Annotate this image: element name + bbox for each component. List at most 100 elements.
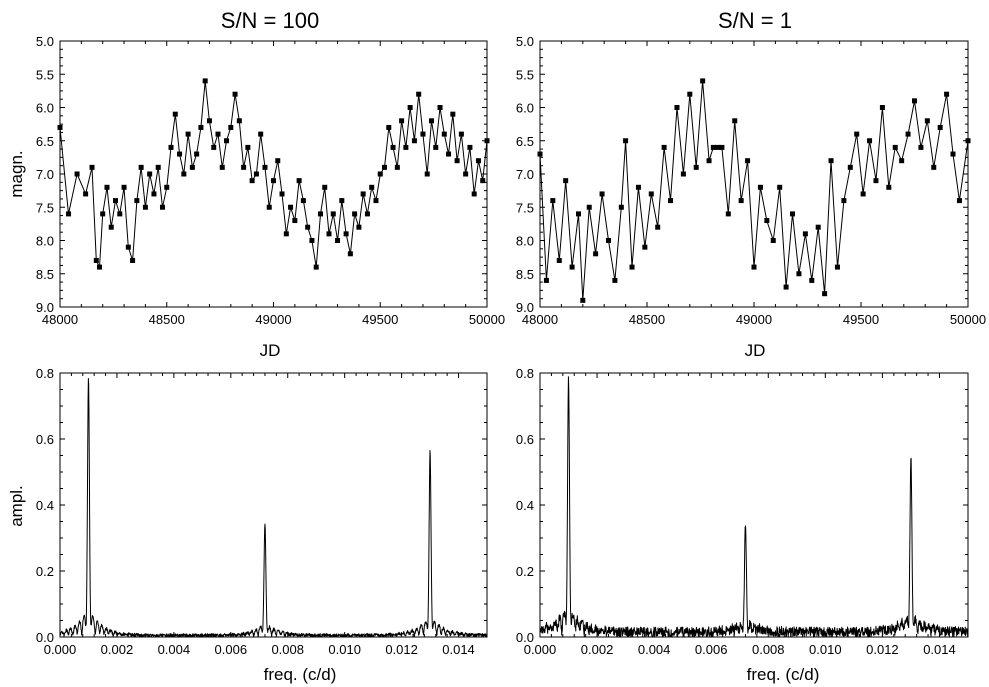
y-tick-label: 7.5 xyxy=(516,200,534,215)
data-point xyxy=(480,178,486,184)
x-tick-label: 49500 xyxy=(362,312,398,327)
data-point xyxy=(648,191,654,197)
x-tick-label: 0.014 xyxy=(442,642,475,657)
x-tick-label: 48000 xyxy=(522,312,558,327)
data-point xyxy=(104,184,110,190)
data-point xyxy=(164,184,170,190)
data-point xyxy=(706,158,712,164)
y-tick-label: 7.5 xyxy=(36,200,54,215)
data-point xyxy=(288,204,294,210)
y-tick-label: 0.2 xyxy=(36,564,54,579)
data-point xyxy=(458,131,464,137)
y-tick-label: 0.4 xyxy=(516,498,534,513)
data-point xyxy=(687,91,693,97)
data-point xyxy=(777,184,783,190)
data-point xyxy=(352,211,358,217)
data-point xyxy=(815,224,821,230)
x-tick-label: 48500 xyxy=(629,312,665,327)
plot-frame xyxy=(59,40,488,308)
data-point xyxy=(537,151,543,157)
y-tick-label: 0.6 xyxy=(516,432,534,447)
data-point xyxy=(399,118,405,124)
data-point xyxy=(834,264,840,270)
data-point xyxy=(751,264,757,270)
lightcurve-panel-sn1: 48000 48500 49000 49500 50000 5.0 5.5 6.0 6.5 7.0… xyxy=(516,34,986,327)
data-point xyxy=(605,238,611,243)
data-point xyxy=(593,251,599,257)
data-point xyxy=(232,91,238,97)
data-point xyxy=(343,231,349,237)
data-point xyxy=(950,151,956,157)
y-tick-label: 0.0 xyxy=(516,630,534,645)
data-point xyxy=(74,171,80,177)
data-point xyxy=(463,171,469,177)
data-point xyxy=(441,131,447,137)
x-tick-label: 49000 xyxy=(255,312,291,327)
y-tick-label: 0.4 xyxy=(36,498,54,513)
data-point xyxy=(386,124,392,130)
data-point xyxy=(420,131,426,137)
y-tick-label: 6.0 xyxy=(36,101,54,116)
y-tick-label: 8.5 xyxy=(36,267,54,282)
y-tick-label: 0.8 xyxy=(516,366,534,381)
data-point xyxy=(661,144,667,150)
data-point xyxy=(215,131,221,137)
data-point xyxy=(335,238,341,243)
data-point xyxy=(279,191,285,197)
data-point xyxy=(151,191,157,197)
x-tick-label: 0.010 xyxy=(809,642,842,657)
data-point xyxy=(612,277,618,283)
data-point xyxy=(142,204,148,210)
data-point xyxy=(390,144,396,150)
data-point xyxy=(326,231,332,237)
data-point xyxy=(245,144,251,150)
data-point xyxy=(262,164,268,170)
data-point xyxy=(433,144,439,150)
x-tick-label: 0.004 xyxy=(158,642,191,657)
data-point xyxy=(300,198,306,204)
data-point xyxy=(576,211,582,217)
x-tick-label: 0.008 xyxy=(752,642,785,657)
data-point xyxy=(309,238,315,243)
data-point xyxy=(271,178,276,184)
data-point xyxy=(305,224,311,230)
x-tick-label: 0.006 xyxy=(215,642,248,657)
y-tick-label: 5.5 xyxy=(516,67,534,82)
x-tick-label: 49000 xyxy=(736,312,772,327)
plot-frame xyxy=(539,372,969,638)
data-point xyxy=(313,264,319,270)
data-point xyxy=(841,198,847,204)
spectrum-line xyxy=(539,376,969,638)
data-point xyxy=(202,78,208,84)
data-point xyxy=(181,171,187,177)
data-point xyxy=(108,224,114,230)
y-tick-label: 8.0 xyxy=(516,234,534,249)
data-point xyxy=(194,151,200,157)
data-point xyxy=(155,164,161,170)
y-tick-label: 9.0 xyxy=(516,300,534,315)
data-point xyxy=(66,211,72,217)
y-tick-label: 8.0 xyxy=(36,234,54,249)
data-point xyxy=(373,198,379,204)
data-point xyxy=(912,98,917,104)
data-point xyxy=(770,238,776,243)
data-point xyxy=(147,171,153,177)
data-point xyxy=(467,144,473,150)
data-point xyxy=(757,184,763,190)
data-point xyxy=(198,124,204,130)
data-point xyxy=(879,105,885,110)
data-point xyxy=(228,124,234,130)
data-point xyxy=(416,91,422,97)
y-axis-label-ampl: ampl. xyxy=(7,485,26,527)
data-point xyxy=(347,251,353,257)
data-point xyxy=(317,211,323,217)
y-tick-label: 8.5 xyxy=(516,267,534,282)
data-point xyxy=(886,184,892,190)
data-point xyxy=(944,91,950,97)
data-point xyxy=(57,124,63,130)
x-tick-label: 0.006 xyxy=(695,642,728,657)
x-tick-label: 0.004 xyxy=(638,642,671,657)
y-tick-label: 7.0 xyxy=(516,167,534,182)
data-point xyxy=(680,171,686,177)
data-point xyxy=(873,178,879,184)
